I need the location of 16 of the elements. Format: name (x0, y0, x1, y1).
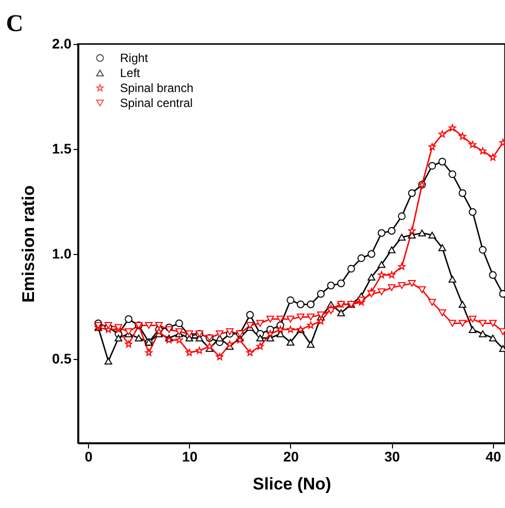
x-tick-label: 30 (384, 448, 400, 464)
x-tick-label: 0 (84, 448, 93, 464)
legend-label: Spinal central (120, 96, 193, 110)
legend-label: Spinal branch (120, 81, 194, 95)
y-tick-label: 2.0 (52, 36, 72, 52)
y-tick-label: 1.0 (52, 246, 72, 262)
x-axis-title: Slice (No) (252, 474, 332, 494)
legend-label: Left (120, 66, 141, 80)
text: C (6, 11, 24, 37)
x-tick-label: 40 (486, 448, 502, 464)
legend-label: Right (120, 51, 149, 65)
y-tick-label: 0.5 (52, 350, 72, 366)
y-tick-label: 1.5 (52, 140, 72, 156)
x-tick-label: 20 (283, 448, 299, 464)
x-tick-label: 10 (182, 448, 198, 464)
y-axis-title: Emission ratio (19, 185, 38, 303)
